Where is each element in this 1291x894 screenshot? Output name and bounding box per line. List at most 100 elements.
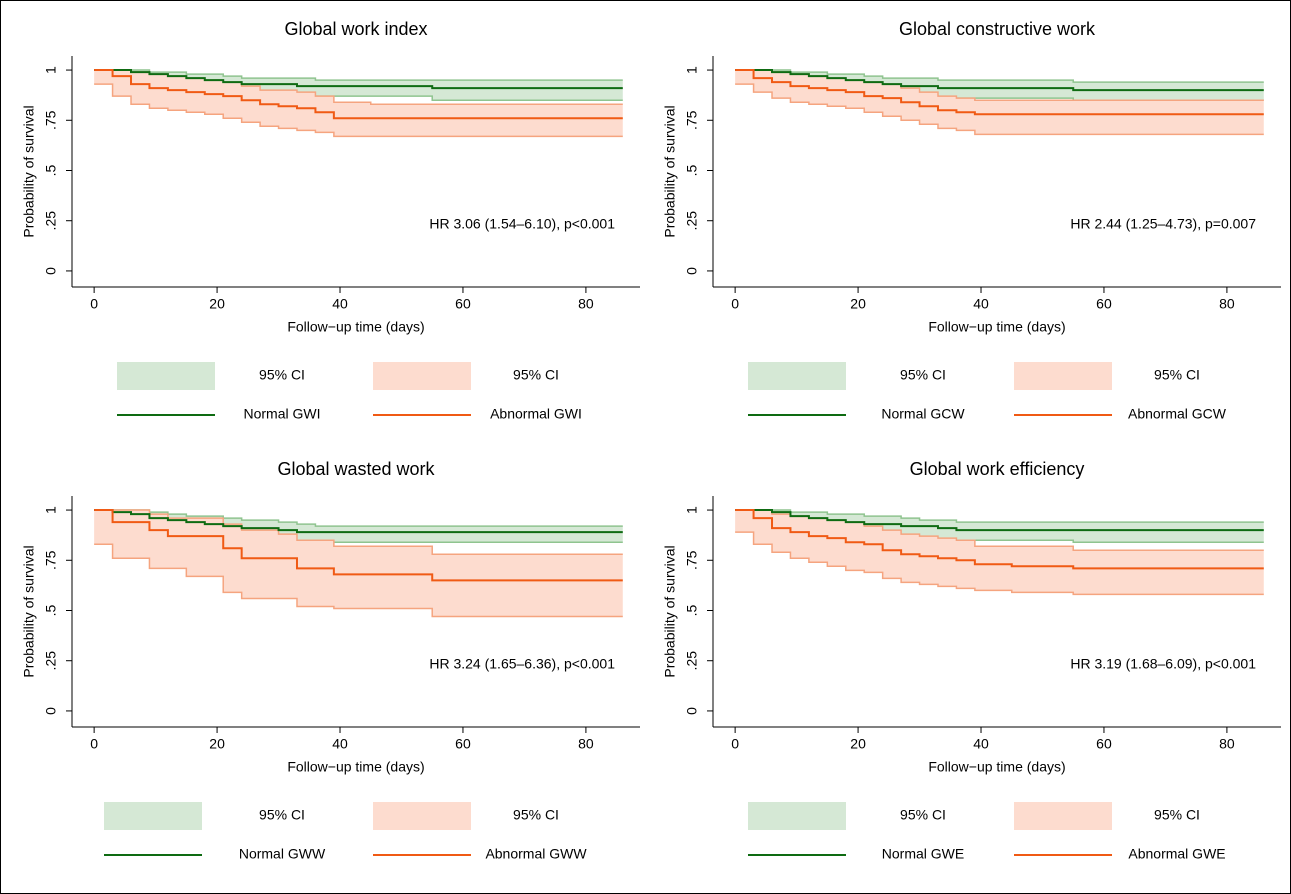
x-tick-label: 40 (973, 296, 989, 312)
y-tick-label: .5 (43, 604, 59, 616)
annotation: HR 3.24 (1.65–6.36), p<0.001 (429, 656, 615, 672)
x-tick-label: 60 (455, 296, 471, 312)
x-tick-label: 0 (731, 296, 739, 312)
y-tick-label: 1 (684, 506, 700, 514)
y-tick-label: 0 (43, 267, 59, 275)
chart-title: Global constructive work (899, 19, 1096, 39)
legend-label: Abnormal GWW (485, 846, 587, 862)
legend-label: Normal GWI (244, 406, 321, 422)
y-tick-label: .5 (43, 164, 59, 176)
legend-label: 95% CI (513, 367, 559, 383)
x-tick-label: 20 (850, 296, 866, 312)
ci-band (735, 510, 1264, 595)
y-tick-label: .75 (684, 110, 700, 130)
legend-label: 95% CI (1154, 367, 1200, 383)
legend-swatch (1014, 362, 1112, 390)
x-tick-label: 0 (731, 736, 739, 752)
legend-swatch (1014, 802, 1112, 830)
survival-line (94, 69, 623, 120)
legend-label: Abnormal GCW (1128, 406, 1227, 422)
y-axis-title: Probability of survival (21, 545, 37, 677)
y-axis-title: Probability of survival (662, 545, 678, 677)
survival-line (94, 509, 623, 534)
survival-line (735, 69, 1264, 116)
survival-line (735, 509, 1264, 570)
x-tick-label: 20 (850, 736, 866, 752)
legend-swatch (748, 362, 846, 390)
survival-line (735, 69, 1264, 92)
survival-line (735, 509, 1264, 532)
legend-label: 95% CI (513, 807, 559, 823)
x-tick-label: 80 (578, 736, 594, 752)
ci-lower (94, 543, 623, 618)
y-tick-label: .5 (684, 164, 700, 176)
legend-label: 95% CI (259, 807, 305, 823)
ci-lower (735, 531, 1264, 596)
ci-band (94, 70, 623, 101)
legend-swatch (748, 802, 846, 830)
legend-swatch (373, 802, 471, 830)
chart-title: Global wasted work (277, 459, 435, 479)
x-tick-label: 60 (1096, 736, 1112, 752)
legend-label: 95% CI (1154, 807, 1200, 823)
y-tick-label: .25 (43, 211, 59, 231)
y-tick-label: .5 (684, 604, 700, 616)
x-tick-label: 0 (90, 296, 98, 312)
x-tick-label: 20 (209, 736, 225, 752)
y-tick-label: 0 (684, 707, 700, 715)
x-axis-title: Follow−up time (days) (287, 759, 424, 775)
chart-title: Global work efficiency (910, 459, 1085, 479)
x-tick-label: 80 (1219, 296, 1235, 312)
legend-label: Normal GWE (882, 846, 964, 862)
ci-upper (94, 509, 623, 527)
legend-swatch (104, 802, 202, 830)
y-tick-label: .25 (684, 651, 700, 671)
ci-upper (94, 509, 623, 556)
legend-label: Abnormal GWI (490, 406, 582, 422)
x-tick-label: 60 (1096, 296, 1112, 312)
ci-band (735, 510, 1264, 543)
y-tick-label: 1 (684, 66, 700, 74)
ci-lower (735, 83, 1264, 136)
ci-lower (94, 83, 623, 138)
y-axis-title: Probability of survival (21, 105, 37, 237)
x-tick-label: 40 (973, 736, 989, 752)
y-tick-label: .75 (684, 550, 700, 570)
ci-band (735, 70, 1264, 135)
x-tick-label: 40 (332, 296, 348, 312)
x-tick-label: 40 (332, 736, 348, 752)
y-tick-label: 1 (43, 506, 59, 514)
y-tick-label: 1 (43, 66, 59, 74)
legend-swatch (373, 362, 471, 390)
legend-label: 95% CI (900, 367, 946, 383)
ci-band (94, 510, 623, 617)
annotation: HR 3.19 (1.68–6.09), p<0.001 (1070, 656, 1256, 672)
x-tick-label: 80 (578, 296, 594, 312)
y-tick-label: .75 (43, 550, 59, 570)
y-tick-label: .25 (43, 651, 59, 671)
chart-title: Global work index (284, 19, 427, 39)
legend-label: Normal GWW (239, 846, 326, 862)
ci-band (94, 70, 623, 137)
legend-label: 95% CI (259, 367, 305, 383)
legend-label: Abnormal GWE (1128, 846, 1225, 862)
annotation: HR 3.06 (1.54–6.10), p<0.001 (429, 216, 615, 232)
x-tick-label: 80 (1219, 736, 1235, 752)
y-tick-label: .25 (684, 211, 700, 231)
ci-band (735, 70, 1264, 101)
x-tick-label: 0 (90, 736, 98, 752)
legend-label: Normal GCW (881, 406, 965, 422)
survival-line (94, 509, 623, 582)
x-axis-title: Follow−up time (days) (928, 759, 1065, 775)
y-tick-label: 0 (684, 267, 700, 275)
y-tick-label: .75 (43, 110, 59, 130)
legend-swatch (117, 362, 215, 390)
x-axis-title: Follow−up time (days) (287, 319, 424, 335)
x-axis-title: Follow−up time (days) (928, 319, 1065, 335)
annotation: HR 2.44 (1.25–4.73), p=0.007 (1070, 216, 1256, 232)
x-tick-label: 60 (455, 736, 471, 752)
survival-line (94, 69, 623, 90)
